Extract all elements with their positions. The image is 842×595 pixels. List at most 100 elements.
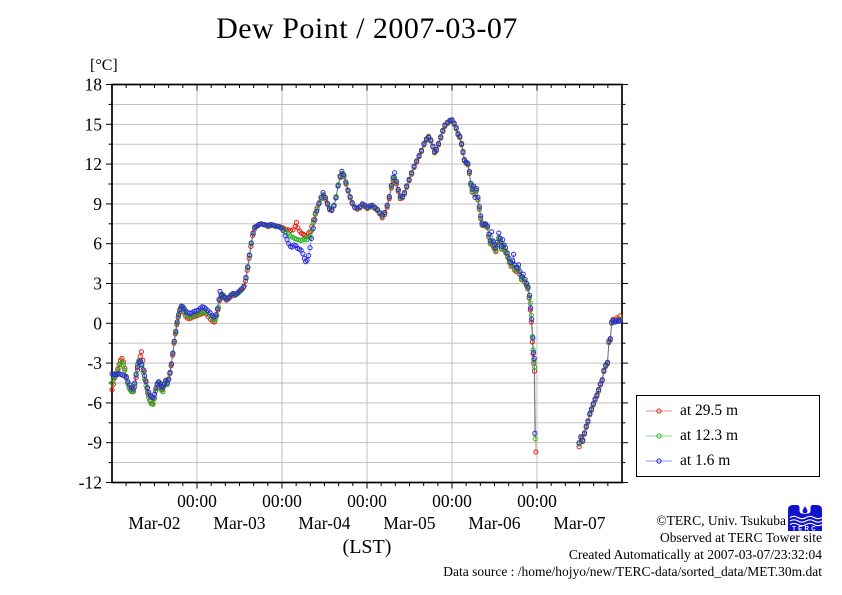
x-day-label: Mar-06 — [468, 513, 520, 533]
data-point-marker — [527, 292, 533, 298]
data-point-marker — [520, 271, 526, 277]
data-point-marker — [119, 359, 125, 365]
data-point-marker — [242, 278, 249, 284]
footer-credits: ©TERC, Univ. Tsukuba Observed at TERC To… — [262, 512, 822, 580]
data-point-marker — [138, 349, 144, 355]
data-point-marker — [502, 245, 509, 251]
data-point-marker — [435, 140, 442, 147]
data-point-marker — [142, 376, 148, 382]
data-point-marker — [421, 140, 427, 147]
data-point-marker — [214, 306, 221, 312]
data-point-marker — [130, 386, 136, 392]
data-point-marker — [500, 237, 506, 243]
data-point-marker — [581, 430, 588, 436]
data-point-marker — [144, 385, 150, 391]
data-point-marker — [404, 183, 410, 189]
data-point-marker — [314, 208, 320, 214]
data-point-marker — [273, 223, 279, 229]
data-point-marker — [246, 252, 252, 258]
data-point-marker — [530, 335, 536, 341]
data-point-marker — [280, 227, 286, 233]
data-point-marker — [168, 361, 175, 367]
data-point-marker — [607, 336, 613, 342]
data-point-marker — [451, 120, 457, 126]
data-point-marker — [453, 125, 459, 131]
data-point-marker — [440, 127, 446, 133]
data-point-marker — [414, 158, 420, 164]
data-point-marker — [212, 317, 218, 323]
data-point-marker — [601, 367, 607, 373]
data-point-marker — [312, 217, 318, 223]
data-point-marker — [248, 240, 254, 246]
terc-logo: TERC — [788, 504, 822, 532]
footer-created: Created Automatically at 2007-03-07/23:3… — [568, 547, 822, 562]
data-point-marker — [588, 406, 595, 412]
data-point-marker — [314, 206, 320, 212]
data-point-marker — [150, 401, 156, 407]
data-point-marker — [530, 347, 536, 353]
data-point-marker — [127, 387, 133, 393]
footer-copyright: ©TERC, Univ. Tsukuba — [656, 513, 786, 528]
data-point-marker — [457, 133, 463, 139]
y-axis-unit-label: [°C] — [90, 57, 118, 74]
data-point-marker — [153, 385, 159, 391]
data-point-marker — [493, 247, 499, 253]
x-day-label: Mar-03 — [213, 513, 265, 533]
x-axis-label: (LST) — [342, 536, 392, 558]
data-point-marker — [246, 255, 252, 261]
data-point-marker — [216, 296, 222, 302]
y-tick-label: 12 — [85, 154, 103, 174]
data-point-marker — [170, 350, 176, 356]
data-point-marker — [263, 222, 269, 228]
data-point-marker — [115, 366, 121, 372]
legend-marker-icon — [646, 433, 672, 439]
data-point-marker — [587, 410, 593, 417]
data-point-marker — [418, 147, 425, 153]
data-point-marker — [486, 233, 492, 239]
y-tick-label: 6 — [93, 234, 102, 254]
data-point-marker — [533, 449, 539, 455]
x-tick-label: 00:00 — [177, 491, 217, 511]
data-point-marker — [465, 160, 471, 166]
terc-logo-text: TERC — [792, 526, 818, 532]
data-point-marker — [597, 381, 604, 387]
data-point-marker — [310, 219, 317, 226]
data-point-marker — [142, 373, 148, 379]
data-point-marker — [140, 367, 146, 373]
data-point-marker — [293, 219, 300, 226]
data-point-marker — [241, 283, 247, 289]
legend-marker-icon — [646, 408, 672, 414]
data-point-marker — [583, 423, 589, 429]
data-point-marker — [478, 213, 484, 219]
data-point-marker — [580, 437, 586, 443]
data-point-marker — [590, 401, 596, 407]
data-point-marker — [528, 305, 534, 311]
data-point-marker — [516, 262, 522, 268]
data-point-marker — [517, 269, 523, 275]
data-point-marker — [526, 294, 532, 300]
data-point-marker — [216, 304, 222, 310]
x-day-label: Mar-02 — [128, 513, 180, 533]
data-point-marker — [471, 183, 477, 189]
data-point-marker — [531, 355, 537, 362]
data-point-marker — [354, 205, 360, 211]
data-point-marker — [244, 267, 250, 273]
data-point-marker — [120, 362, 126, 368]
data-point-marker — [576, 440, 582, 446]
data-point-marker — [329, 207, 335, 213]
data-point-marker — [304, 257, 310, 263]
data-point-marker — [341, 172, 347, 178]
footer-observed: Observed at TERC Tower site — [659, 530, 822, 545]
data-point-marker — [529, 316, 535, 322]
data-point-marker — [510, 251, 517, 257]
data-point-marker — [519, 274, 525, 280]
data-point-marker — [460, 148, 466, 155]
legend-item-1: at 12.3 m — [645, 427, 819, 445]
y-tick-label: 18 — [85, 75, 103, 95]
data-point-marker — [352, 204, 358, 210]
data-point-marker — [122, 367, 128, 373]
data-point-marker — [261, 221, 267, 228]
x-tick-label: 00:00 — [262, 491, 302, 511]
data-point-marker — [349, 200, 355, 206]
